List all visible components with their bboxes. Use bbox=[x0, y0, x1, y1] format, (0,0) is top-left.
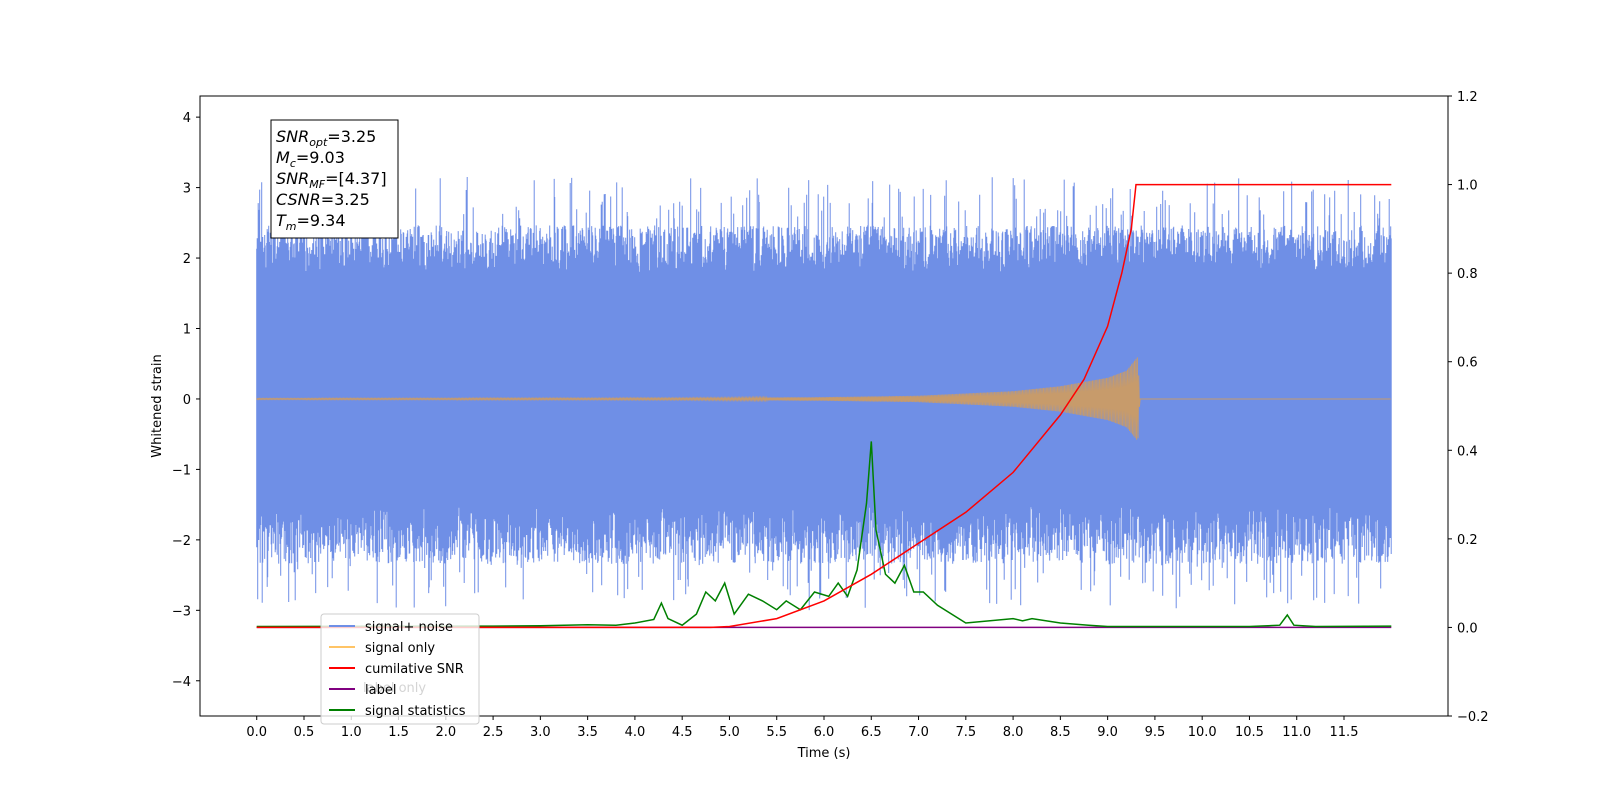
y-tick-label: −2 bbox=[172, 534, 191, 549]
x-tick-label: 7.5 bbox=[955, 725, 976, 740]
series-signal-only-line bbox=[256, 357, 1391, 440]
x-tick-label: 10.5 bbox=[1235, 725, 1264, 740]
y-axis-ticks: 4 3 2 1 0 −1 −2 −3 −4 bbox=[172, 111, 200, 690]
x-tick-label: 0.5 bbox=[294, 725, 315, 740]
annotation-line: CSNR=3.25 bbox=[276, 190, 370, 209]
y2-tick-label: 0.0 bbox=[1457, 621, 1478, 636]
legend: label only signal+ noise signal only cumila… bbox=[320, 613, 480, 725]
y-tick-label: −1 bbox=[172, 463, 191, 478]
x-axis-label: Time (s) bbox=[797, 746, 851, 761]
legend-entry-label: label bbox=[365, 683, 396, 698]
annotation-line: SNRMF=[4.37] bbox=[276, 169, 387, 191]
x-tick-label: 6.5 bbox=[861, 725, 882, 740]
y-tick-label: −4 bbox=[172, 675, 191, 690]
legend-hidden-label: label only bbox=[363, 681, 426, 696]
annotation-line: Tm=9.34 bbox=[276, 211, 346, 233]
annotation-frame bbox=[270, 119, 399, 239]
x-tick-label: 1.5 bbox=[388, 725, 409, 740]
legend-entry-label: signal+ noise bbox=[365, 620, 453, 635]
annotation-line: SNRopt=3.25 bbox=[276, 127, 376, 149]
y2-tick-label: 0.4 bbox=[1457, 444, 1478, 459]
x-tick-label: 9.5 bbox=[1145, 725, 1166, 740]
x-tick-label: 7.0 bbox=[908, 725, 929, 740]
x-tick-label: 0.0 bbox=[246, 725, 267, 740]
y-tick-label: 4 bbox=[183, 111, 191, 126]
x-tick-label: 9.0 bbox=[1097, 725, 1118, 740]
legend-entry-label: signal only bbox=[365, 641, 435, 656]
legend-frame bbox=[320, 613, 480, 725]
legend-entry-label: signal statistics bbox=[365, 704, 466, 719]
x-tick-label: 1.0 bbox=[341, 725, 362, 740]
y-tick-label: 3 bbox=[183, 182, 191, 197]
x-tick-label: 3.5 bbox=[577, 725, 598, 740]
series-signal-noise-line bbox=[256, 177, 1392, 611]
x-tick-label: 8.5 bbox=[1050, 725, 1071, 740]
x-tick-label: 4.0 bbox=[625, 725, 646, 740]
annotation-line: Mc=9.03 bbox=[276, 148, 345, 170]
x-tick-label: 11.5 bbox=[1330, 725, 1359, 740]
y2-tick-label: 0.6 bbox=[1457, 356, 1478, 371]
x-tick-label: 2.0 bbox=[435, 725, 456, 740]
x-tick-label: 5.0 bbox=[719, 725, 740, 740]
y-tick-label: 1 bbox=[183, 323, 191, 338]
series-signal-statistics-line bbox=[256, 441, 1392, 628]
legend-entry-label: cumilative SNR bbox=[365, 662, 464, 677]
x-tick-label: 8.0 bbox=[1003, 725, 1024, 740]
y-tick-label: 0 bbox=[183, 393, 191, 408]
series-layer bbox=[256, 177, 1392, 629]
y-tick-label: −3 bbox=[172, 604, 191, 619]
y2-tick-label: 1.0 bbox=[1457, 179, 1478, 194]
y2-tick-label: 0.8 bbox=[1457, 267, 1478, 282]
y2-tick-label: −0.2 bbox=[1457, 710, 1489, 725]
x-axis-ticks: 0.0 0.5 1.0 1.5 2.0 2.5 3.0 3.5 4.0 4.5 5.0 5.5 6.0 6… bbox=[246, 716, 1358, 740]
x-tick-label: 4.5 bbox=[672, 725, 693, 740]
series-cumulative-snr-line bbox=[256, 183, 1392, 629]
y2-tick-label: 1.2 bbox=[1457, 90, 1478, 105]
y-axis-label: Whitened strain bbox=[150, 354, 165, 457]
x-tick-label: 3.0 bbox=[530, 725, 551, 740]
y-tick-label: 2 bbox=[183, 252, 191, 267]
x-tick-label: 6.0 bbox=[814, 725, 835, 740]
y2-axis-ticks: 1.2 1.0 0.8 0.6 0.4 0.2 0.0 −0.2 bbox=[1448, 90, 1489, 725]
y2-tick-label: 0.2 bbox=[1457, 533, 1478, 548]
x-tick-label: 11.0 bbox=[1282, 725, 1311, 740]
x-tick-label: 5.5 bbox=[766, 725, 787, 740]
x-tick-label: 2.5 bbox=[483, 725, 504, 740]
x-tick-label: 10.0 bbox=[1188, 725, 1217, 740]
